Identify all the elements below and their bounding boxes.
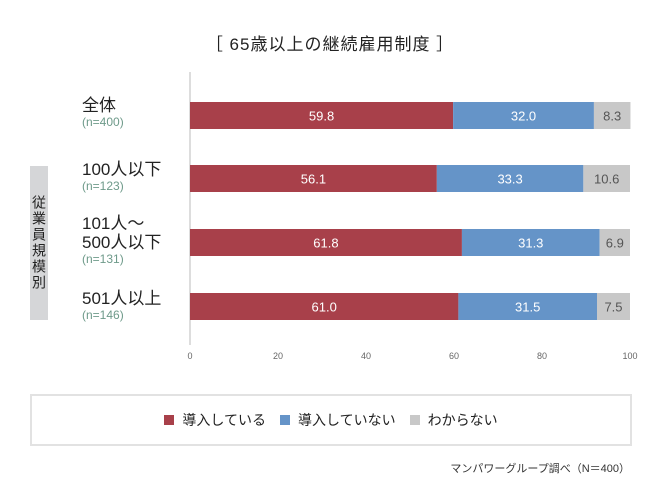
category-name: 501人以上 xyxy=(82,289,162,308)
bar-segment xyxy=(190,102,454,129)
category-n: (n=123) xyxy=(82,179,124,193)
category-name: 100人以下 xyxy=(82,160,162,179)
category-n: (n=400) xyxy=(82,115,124,129)
legend-swatch xyxy=(409,415,420,425)
legend-swatch xyxy=(280,415,290,425)
data-label: 33.3 xyxy=(497,172,522,187)
x-tick-label: 100 xyxy=(622,351,637,361)
data-label: 56.1 xyxy=(301,172,326,187)
legend-item: 導入していない xyxy=(280,410,396,430)
bar-segment xyxy=(461,229,600,256)
legend-label: わからない xyxy=(427,412,498,428)
bar-segment xyxy=(453,102,594,129)
data-label: 61.0 xyxy=(312,300,337,315)
legend-label: 導入している xyxy=(182,412,266,428)
data-label: 59.8 xyxy=(309,109,334,124)
bar-segment xyxy=(190,165,437,192)
x-tick-label: 80 xyxy=(537,351,547,361)
category-label: 101人～ 500人以下 (n=131) xyxy=(82,214,161,267)
category-n: (n=146) xyxy=(82,308,124,322)
data-label: 7.5 xyxy=(604,300,622,315)
bar-segment xyxy=(597,293,630,320)
category-label: 全体 (n=400) xyxy=(82,96,124,130)
chart-title: ［ 65歳以上の継続雇用制度 ］ xyxy=(205,35,455,54)
legend-item: わからない xyxy=(409,410,498,430)
data-label: 31.3 xyxy=(518,236,543,251)
category-name: 101人～ 500人以下 xyxy=(82,214,162,252)
legend-item: 導入している xyxy=(164,410,266,430)
data-label: 6.9 xyxy=(606,236,624,251)
legend-swatch xyxy=(164,415,175,425)
legend-label: 導入していない xyxy=(298,412,396,428)
bar-segment xyxy=(190,229,462,256)
category-n: (n=131) xyxy=(82,252,124,266)
group-label: 従業員規模別 xyxy=(30,166,48,320)
bar-segment xyxy=(599,229,630,256)
category-label: 501人以上 (n=146) xyxy=(82,289,161,323)
data-label: 8.3 xyxy=(603,109,621,124)
bar-segment xyxy=(583,165,630,192)
data-label: 61.8 xyxy=(313,236,338,251)
bar-segment xyxy=(436,165,584,192)
bar-segment xyxy=(458,293,597,320)
x-tick-label: 20 xyxy=(273,351,283,361)
bar-segment xyxy=(190,293,459,320)
bar-chart: 0 20 40 60 80 100 59.8 32.0 8.3 56.1 33.3 10.6 61.8 3… xyxy=(187,72,638,361)
x-tick-label: 40 xyxy=(361,351,371,361)
legend: 導入している 導入していない わからない xyxy=(30,394,632,446)
x-tick-label: 0 xyxy=(187,351,192,361)
data-label: 32.0 xyxy=(511,109,536,124)
category-name: 全体 xyxy=(82,96,116,115)
bar-segment xyxy=(593,102,631,129)
category-label: 100人以下 (n=123) xyxy=(82,160,161,194)
data-label: 31.5 xyxy=(515,300,540,315)
x-tick-label: 60 xyxy=(449,351,459,361)
source-note: マンパワーグループ調べ（N＝400） xyxy=(450,463,630,475)
data-label: 10.6 xyxy=(594,172,619,187)
